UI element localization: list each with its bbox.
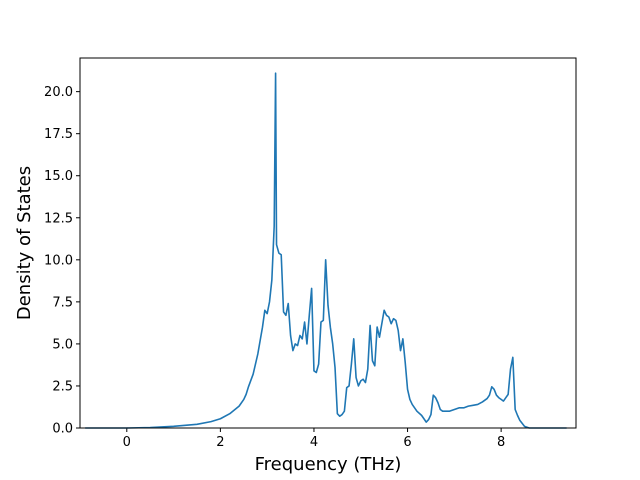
y-tick-label: 20.0 <box>44 85 73 100</box>
y-tick-label: 2.5 <box>52 379 73 394</box>
x-axis-label: Frequency (THz) <box>255 454 402 475</box>
y-axis-label: Density of States <box>14 166 35 320</box>
dos-series-line <box>85 72 567 429</box>
x-axis-ticks: 0 2 4 6 8 <box>123 428 505 450</box>
y-axis-ticks: 0.0 2.5 5.0 7.5 10.0 12.5 15.0 17.5 20.0 <box>44 85 80 437</box>
x-tick-label: 0 <box>123 435 131 450</box>
y-tick-label: 10.0 <box>44 253 73 268</box>
x-tick-label: 6 <box>403 435 411 450</box>
y-tick-label: 17.5 <box>44 127 73 142</box>
plot-frame <box>79 57 577 429</box>
x-tick-label: 4 <box>310 435 318 450</box>
y-tick-label: 7.5 <box>52 295 73 310</box>
x-tick-label: 2 <box>216 435 224 450</box>
y-tick-label: 0.0 <box>52 422 73 437</box>
y-tick-label: 15.0 <box>44 169 73 184</box>
y-tick-label: 12.5 <box>44 211 73 226</box>
x-tick-label: 8 <box>497 435 505 450</box>
y-tick-label: 5.0 <box>52 337 73 352</box>
